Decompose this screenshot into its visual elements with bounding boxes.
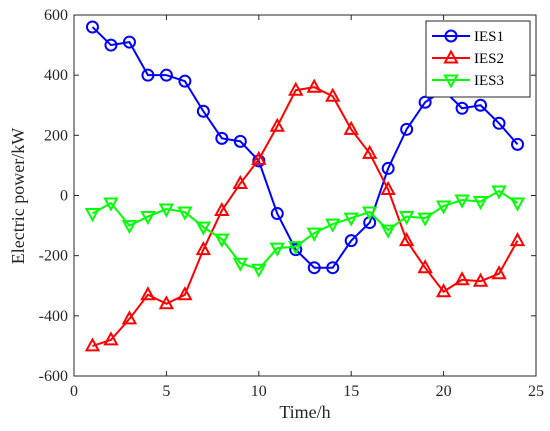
data-point — [158, 203, 175, 218]
x-tick-label: 10 — [251, 383, 267, 400]
data-point — [472, 196, 489, 211]
data-point — [306, 227, 322, 242]
y-tick-label: 0 — [60, 188, 68, 205]
data-point — [84, 337, 101, 352]
data-point — [511, 137, 525, 151]
y-axis-title: Electric power/kW — [8, 128, 28, 264]
data-point — [509, 197, 526, 212]
data-point — [380, 224, 396, 239]
data-point — [141, 68, 155, 82]
data-point — [195, 241, 212, 256]
data-point — [195, 221, 212, 236]
x-axis-title: Time/h — [279, 402, 330, 422]
legend-item: IES3 — [432, 73, 504, 89]
data-point — [492, 116, 506, 130]
y-tick-label: -400 — [39, 308, 68, 325]
y-tick-label: -600 — [39, 368, 68, 385]
data-point — [233, 134, 247, 148]
data-point — [361, 144, 378, 159]
y-tick-label: 400 — [44, 67, 68, 84]
legend-marker — [443, 49, 459, 64]
data-point — [325, 87, 341, 102]
data-point — [491, 265, 507, 280]
y-tick-label: 200 — [44, 127, 68, 144]
data-point — [361, 206, 378, 221]
data-point — [398, 211, 415, 226]
legend-label: IES1 — [474, 29, 504, 45]
data-point — [400, 122, 414, 136]
data-point — [435, 283, 452, 298]
data-point — [435, 200, 452, 215]
data-point — [177, 206, 193, 221]
data-point — [343, 212, 359, 227]
data-point — [307, 261, 321, 275]
data-point — [232, 257, 249, 272]
data-point — [491, 185, 507, 200]
data-point — [509, 232, 526, 247]
data-point — [288, 241, 304, 256]
data-point — [140, 211, 156, 226]
axis-ticks — [73, 14, 537, 377]
data-point — [380, 180, 396, 195]
series-IES2 — [84, 78, 526, 352]
legend-label: IES3 — [474, 73, 504, 89]
data-point — [122, 35, 136, 49]
data-point — [306, 78, 322, 93]
data-point — [325, 218, 341, 233]
data-point — [269, 117, 285, 132]
data-point — [251, 150, 267, 165]
y-tick-label: 600 — [44, 7, 68, 24]
data-point — [251, 263, 267, 278]
data-point — [85, 20, 99, 34]
data-point — [232, 174, 249, 189]
data-point — [344, 234, 358, 248]
axis-tick-labels: 0 5 10 15 20 25 -600 -400 -200 0 200 400 600 — [39, 7, 544, 400]
data-point — [214, 233, 230, 248]
data-point — [84, 208, 101, 223]
data-point — [472, 272, 489, 287]
data-point — [454, 194, 470, 209]
data-point — [269, 242, 285, 257]
data-point — [417, 259, 433, 274]
data-point — [196, 104, 210, 118]
data-point — [418, 95, 432, 109]
data-point — [455, 101, 469, 115]
series-IES3 — [84, 185, 526, 278]
x-tick-label: 15 — [343, 383, 359, 400]
legend-item: IES2 — [432, 49, 504, 67]
data-point — [215, 131, 229, 145]
legend-label: IES2 — [474, 51, 504, 67]
data-point — [343, 120, 359, 135]
data-point — [121, 220, 138, 235]
data-point — [270, 207, 284, 221]
data-point — [178, 74, 192, 88]
data-point — [454, 271, 470, 286]
data-point — [288, 81, 304, 96]
data-point — [326, 261, 340, 275]
data-point — [381, 161, 395, 175]
legend-items: IES1 IES2 IES3 — [432, 29, 504, 89]
data-point — [140, 286, 156, 301]
data-point — [177, 286, 193, 301]
data-point — [214, 201, 230, 217]
legend-item: IES1 — [432, 29, 504, 45]
data-point — [121, 310, 138, 325]
x-tick-label: 25 — [528, 383, 544, 400]
legend-marker — [444, 29, 458, 43]
y-tick-label: -200 — [39, 248, 68, 265]
x-tick-label: 20 — [436, 383, 452, 400]
data-point — [474, 98, 488, 112]
data-point — [103, 197, 119, 212]
data-point — [417, 212, 433, 227]
x-tick-label: 0 — [70, 383, 78, 400]
x-tick-label: 5 — [162, 383, 170, 400]
data-point — [158, 295, 175, 310]
data-point — [159, 68, 173, 82]
data-point — [398, 232, 415, 247]
data-point — [103, 331, 119, 346]
data-point — [104, 38, 118, 52]
legend-marker — [443, 74, 459, 89]
legend: IES1 IES2 IES3 — [425, 20, 531, 98]
